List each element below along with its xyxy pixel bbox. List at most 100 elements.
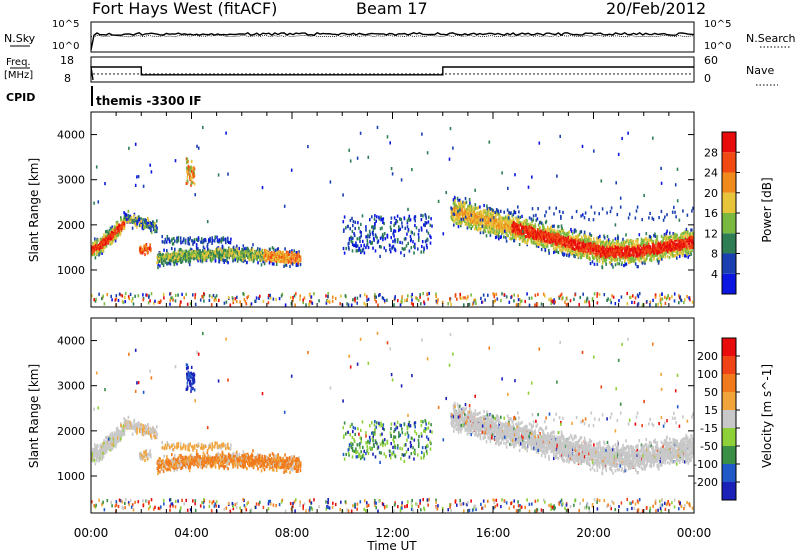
power-cell-1790 — [403, 217, 406, 221]
power-cell-1592 — [354, 226, 356, 231]
power-cell-4895 — [147, 301, 150, 305]
power-cell-4734 — [524, 299, 526, 304]
power-cell-4852 — [665, 297, 668, 301]
power-cell-757 — [198, 252, 200, 256]
power-cell-4890 — [267, 296, 270, 300]
power-cell-1766 — [394, 221, 397, 225]
power-cell-3854 — [621, 254, 624, 258]
power-cell-3510 — [592, 247, 594, 251]
power-cell-2733 — [526, 234, 529, 238]
power-cell-311 — [124, 215, 127, 219]
power-cell-3005 — [548, 206, 551, 210]
power-cell-3801 — [616, 243, 619, 247]
power-cell-2100 — [473, 222, 475, 226]
power-cell-4132 — [645, 232, 648, 236]
power-cell-1291 — [279, 256, 282, 260]
power-cell-3722 — [610, 251, 613, 255]
power-cell-1604 — [382, 217, 385, 221]
power-cell-264 — [118, 228, 120, 232]
power-cell-1390 — [294, 253, 297, 257]
power-cell-3814 — [617, 253, 620, 257]
power-cell-1089 — [249, 257, 251, 261]
power-cell-3050 — [553, 247, 555, 252]
power-cell-2027 — [466, 218, 469, 222]
power-cell-4850 — [142, 298, 145, 302]
power-cell-1380 — [293, 249, 295, 253]
power-cell-1727 — [369, 240, 371, 244]
power-cell-1903 — [456, 213, 458, 217]
power-cell-2251 — [486, 215, 488, 219]
power-cell-2775 — [530, 227, 532, 232]
power-cell-3539 — [593, 211, 596, 215]
power-cell-4304 — [659, 257, 662, 261]
power-cell-1426 — [166, 237, 169, 241]
power-cell-3217 — [567, 241, 569, 245]
power-cell-1809 — [398, 225, 400, 229]
power-cell-1611 — [392, 239, 394, 243]
power-cell-1235 — [271, 262, 274, 266]
power-cell-1709 — [381, 217, 383, 221]
power-cell-2978 — [547, 228, 549, 232]
power-cell-3691 — [607, 254, 610, 258]
power-cell-323 — [127, 209, 130, 213]
power-cell-997 — [235, 249, 238, 253]
power-cell-3681 — [606, 243, 609, 247]
power-cell-1205 — [267, 256, 269, 260]
power-cell-440 — [155, 228, 158, 232]
power-cell-4741 — [508, 300, 511, 304]
power-cell-3561 — [597, 256, 599, 260]
power-cell-1067 — [246, 260, 248, 264]
power-cell-813 — [206, 252, 209, 257]
power-cell-878 — [217, 249, 220, 254]
power-cell-3102 — [557, 236, 560, 241]
power-cell-3621 — [602, 253, 604, 257]
power-cell-2947 — [544, 248, 547, 252]
power-cell-1419 — [161, 235, 163, 239]
power-cell-2871 — [537, 242, 539, 246]
power-cell-4032 — [637, 265, 639, 269]
power-cell-2024 — [467, 215, 469, 220]
power-cell-3154 — [562, 233, 565, 237]
power-cell-3000 — [549, 234, 551, 238]
power-cell-758 — [198, 254, 201, 258]
power-cell-2053 — [468, 222, 470, 227]
power-cell-3180 — [564, 240, 567, 244]
power-cell-2306 — [490, 222, 492, 226]
power-cell-2002 — [464, 217, 467, 221]
power-cell-1024 — [240, 258, 242, 262]
power-cell-3158 — [562, 243, 565, 248]
power-cell-2630 — [517, 224, 519, 228]
power-cell-4417 — [669, 231, 671, 235]
noise-tick-left-top: 10^5 — [52, 19, 79, 30]
power-cell-3336 — [577, 254, 579, 258]
power-cell-3373 — [580, 254, 582, 258]
power-cell-1251 — [274, 252, 276, 256]
power-cell-1686 — [379, 236, 382, 240]
power-cell-4483 — [674, 246, 677, 250]
power-cell-2044 — [468, 204, 471, 208]
power-cell-3038 — [552, 242, 555, 246]
power-cell-3035 — [553, 250, 555, 255]
power-cell-3638 — [603, 246, 605, 250]
power-cell-443 — [140, 245, 142, 249]
power-cell-4084 — [640, 254, 643, 258]
power-cell-366 — [139, 221, 141, 225]
freq-line — [90, 66, 694, 81]
power-cell-2219 — [483, 222, 486, 226]
power-cell-3910 — [625, 262, 628, 266]
power-cell-3632 — [601, 207, 604, 211]
power-cell-2869 — [537, 244, 540, 248]
power-cell-112 — [102, 249, 104, 253]
power-cell-4309 — [659, 248, 662, 252]
power-cell-1565 — [186, 161, 188, 165]
power-cell-1554 — [190, 165, 192, 169]
power-cell-4670 — [690, 239, 692, 243]
power-cell-2213 — [482, 212, 484, 216]
power-cell-4909 — [255, 296, 258, 300]
power-cell-4962 — [189, 302, 192, 306]
power-cell-1075 — [247, 250, 249, 254]
power-cell-615 — [176, 255, 178, 259]
power-cell-342 — [131, 219, 134, 223]
power-cell-3923 — [626, 247, 629, 251]
power-cell-1116 — [253, 249, 256, 254]
